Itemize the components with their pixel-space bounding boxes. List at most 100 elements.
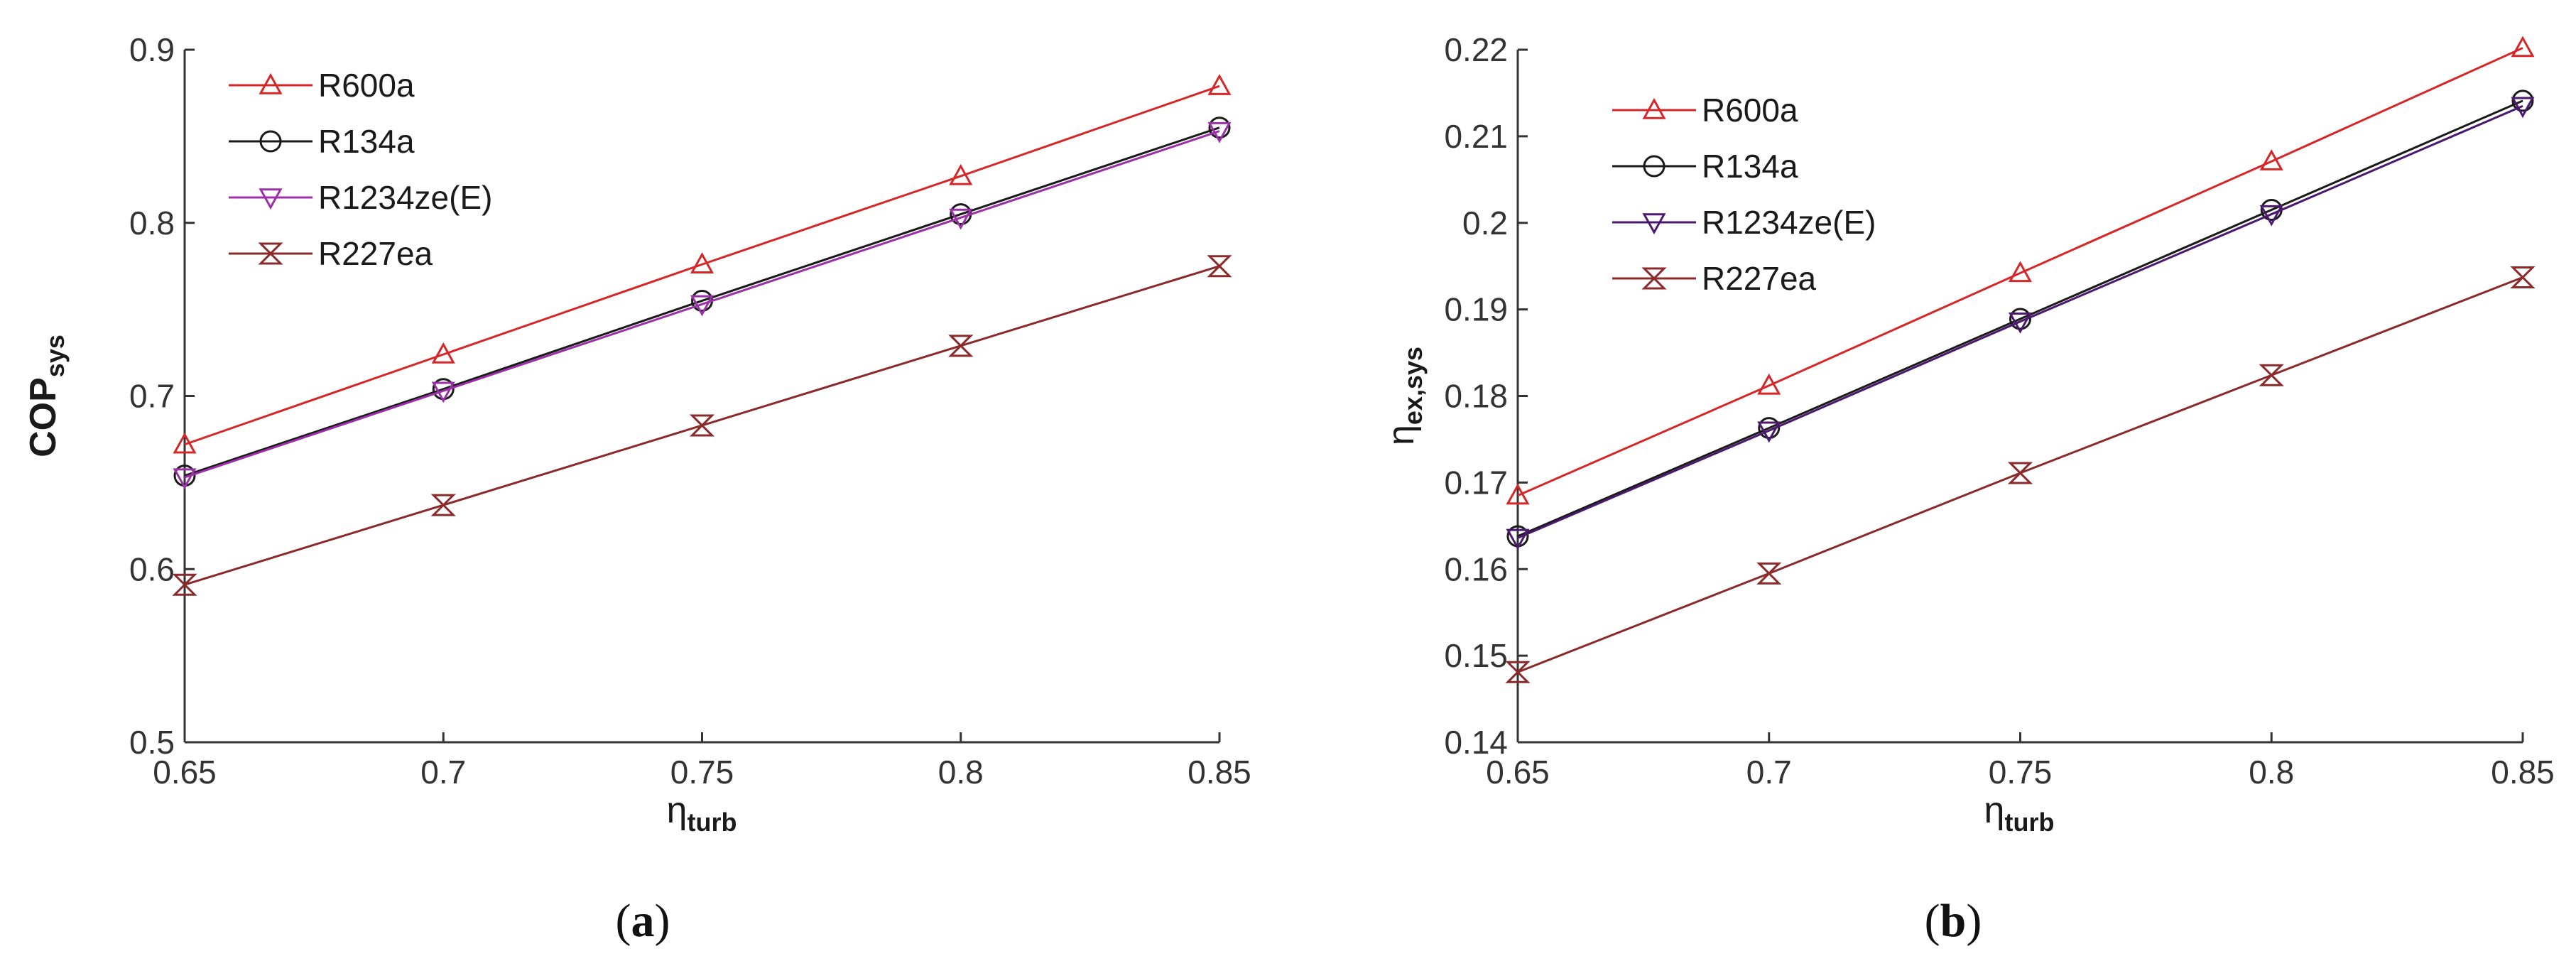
chart-b-data-point [1505, 661, 1531, 683]
chart-b-x-tick-label: 0.8 [2249, 754, 2294, 791]
chart-b-data-point [1756, 562, 1782, 585]
chart-a-legend-label: R600a [318, 67, 415, 104]
chart-a-data-point [948, 335, 974, 357]
chart-a-x-tick-label: 0.75 [670, 754, 734, 791]
chart-a-data-point [431, 381, 455, 403]
chart-a-caption-close: ) [655, 895, 670, 947]
chart-a-legend-marker [259, 130, 282, 153]
chart-a-y-tick-label: 0.5 [129, 724, 175, 761]
chart-b-x-axis-label-sub: turb [2004, 808, 2054, 837]
chart-a-x-tick-label: 0.8 [938, 754, 984, 791]
chart-a-x-axis-label-sub: turb [687, 808, 737, 837]
chart-a-data-point [689, 414, 715, 437]
chart-a-series-line [184, 126, 1220, 477]
chart-b-y-tick-label: 0.16 [1444, 550, 1508, 587]
chart-b-x-axis-label: ηturb [1984, 790, 2055, 837]
chart-a-caption-open: ( [616, 895, 631, 947]
chart-b-data-point [2008, 312, 2033, 334]
chart-b-data-point [2511, 89, 2534, 112]
chart-a-x-axis-label-main: η [667, 790, 688, 831]
chart-a-data-point [173, 432, 197, 454]
chart-b-y-tick-label: 0.22 [1444, 31, 1508, 68]
panel-a-cop-chart: 0.65 0.7 0.75 0.8 0.85 0.5 0.6 0.7 0.8 0.9 ηturb CO… [23, 31, 1251, 947]
chart-b-legend-label: R134a [1702, 148, 1798, 185]
chart-a-data-point [1208, 116, 1231, 139]
chart-b-data-point [1506, 483, 1530, 505]
chart-b-x-tick-label: 0.7 [1746, 754, 1792, 791]
chart-b-data-point [2009, 308, 2031, 330]
chart-b-y-axis-label: ηex,sys [1381, 347, 1428, 445]
chart-b-y-tick-label: 0.15 [1444, 637, 1508, 674]
chart-b-data-point [2511, 36, 2535, 58]
chart-b-data-point [1506, 528, 1530, 550]
chart-a-series-1 [173, 116, 1231, 487]
chart-a-data-point [1207, 121, 1232, 143]
chart-b-x-axis-label-main: η [1984, 790, 2005, 831]
chart-b-y-tick-label: 0.19 [1444, 291, 1508, 328]
chart-a-y-tick-label: 0.8 [129, 205, 175, 241]
chart-a-y-tick-label: 0.9 [129, 31, 175, 68]
chart-b-caption: (b) [1925, 895, 1982, 947]
chart-b-legend-marker [1643, 155, 1665, 178]
chart-b-legend-label: R1234ze(E) [1702, 204, 1876, 241]
chart-b-data-point [1758, 417, 1781, 440]
chart-b-series-0 [1506, 36, 2535, 505]
chart-b-x-tick-label: 0.85 [2491, 754, 2555, 791]
chart-b-series-3 [1505, 266, 2536, 683]
chart-b-series-line [1517, 99, 2523, 538]
chart-b-data-point [2008, 261, 2033, 283]
chart-a-caption-letter: a [631, 895, 655, 947]
chart-a-series-0 [173, 74, 1232, 454]
chart-a-legend-marker [259, 188, 283, 210]
chart-b-caption-letter: b [1940, 895, 1967, 947]
chart-a-series-2 [173, 121, 1232, 490]
chart-b-y-tick-label: 0.14 [1444, 724, 1508, 761]
chart-b-y-tick-label: 0.2 [1462, 205, 1508, 241]
chart-a-legend-label: R134a [318, 123, 415, 160]
chart-b-series-line [1517, 276, 2523, 673]
chart-a-y-tick-label: 0.7 [129, 378, 175, 415]
chart-b-series-1 [1506, 89, 2534, 548]
chart-b-series-line [1517, 104, 2523, 539]
chart-b-data-point [2259, 364, 2284, 386]
chart-a-series-line [184, 85, 1220, 446]
chart-a-x-tick-label: 0.85 [1188, 754, 1251, 791]
chart-b-data-point [2259, 205, 2283, 227]
chart-a-legend: R600a R134a R1234ze(E) R227ea [229, 67, 492, 272]
chart-b-x-tick-label: 0.75 [1989, 754, 2053, 791]
chart-a-data-point [431, 342, 455, 364]
chart-b-caption-open: ( [1925, 895, 1940, 947]
chart-b-legend-label: R600a [1702, 92, 1798, 129]
chart-b-data-point [1757, 373, 1781, 395]
chart-b-legend-marker [1642, 97, 1666, 119]
chart-b-data-point [2259, 149, 2283, 170]
chart-a-series-line [184, 130, 1220, 479]
chart-a-y-axis-label: COPsys [23, 335, 70, 457]
chart-a-data-point [430, 494, 456, 516]
chart-b-series-2 [1506, 97, 2535, 550]
chart-a-x-tick-label: 0.7 [420, 754, 466, 791]
chart-b-y-axis-label-sub: ex,sys [1398, 347, 1428, 425]
chart-b-y-tick-label: 0.18 [1444, 378, 1508, 415]
chart-a-legend-label: R227ea [318, 235, 433, 272]
chart-a-x-tick-label: 0.65 [153, 754, 217, 791]
chart-b-legend-label: R227ea [1702, 260, 1817, 297]
chart-b-data-point [1757, 421, 1781, 443]
chart-a-data-point [949, 163, 973, 185]
chart-b-legend-marker [1642, 213, 1666, 235]
chart-a-data-point [1207, 74, 1232, 95]
chart-a-x-axis-label: ηturb [667, 790, 737, 837]
chart-a-y-axis-label-sub: sys [40, 335, 70, 377]
chart-a-caption: (a) [616, 895, 670, 947]
chart-a-series-3 [172, 255, 1232, 596]
chart-a-data-point [690, 295, 714, 317]
chart-b-data-point [2007, 462, 2033, 484]
chart-b-caption-close: ) [1966, 895, 1982, 947]
chart-b-y-tick-label: 0.21 [1444, 118, 1508, 155]
chart-a-data-point [690, 252, 714, 273]
chart-a-y-axis-label-main: COP [23, 377, 64, 457]
chart-a-y-tick-label: 0.6 [129, 550, 175, 587]
chart-a-legend-marker [259, 72, 283, 94]
chart-b-x-tick-label: 0.65 [1486, 754, 1550, 791]
